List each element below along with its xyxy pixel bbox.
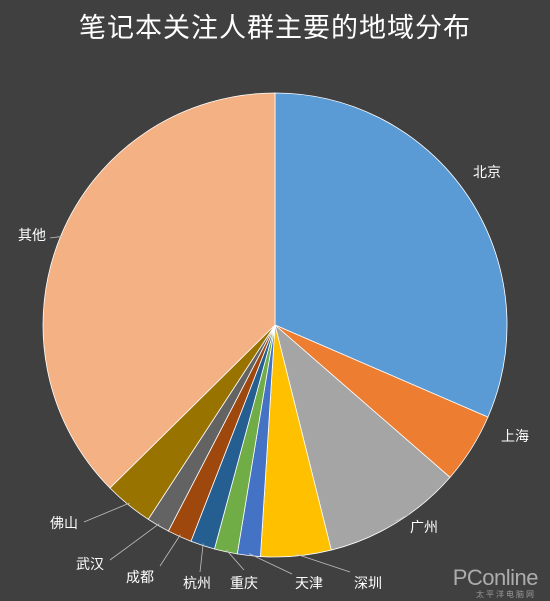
pie-label-4: 天津 [295, 576, 323, 592]
pie-label-5: 重庆 [230, 576, 258, 592]
pie-slice-0 [274, 92, 508, 418]
leader-line-6 [199, 543, 204, 573]
pie-label-3: 深圳 [354, 576, 382, 592]
leader-line-8 [109, 523, 160, 561]
pie-slice-10 [42, 92, 276, 489]
leader-line-2 [395, 513, 411, 522]
leader-line-10 [49, 235, 63, 239]
pie-label-2: 广州 [410, 520, 438, 536]
pie-label-8: 武汉 [76, 557, 104, 573]
pie-label-1: 上海 [501, 429, 529, 445]
pie-slices [42, 92, 508, 558]
leader-line-3 [295, 553, 351, 573]
leader-line-5 [225, 549, 245, 571]
leader-line-7 [159, 534, 181, 567]
watermark-logo: PConline [452, 565, 539, 590]
pie-label-9: 佛山 [50, 516, 78, 532]
pie-label-10: 其他 [18, 228, 46, 244]
leader-line-9 [83, 502, 130, 523]
watermark-tagline: 太平洋电脑网 [476, 590, 536, 599]
pie-label-7: 成都 [126, 570, 154, 586]
pie-label-6: 杭州 [183, 576, 211, 592]
label-leader-lines [49, 235, 411, 575]
pie-label-0: 北京 [473, 165, 501, 181]
leader-line-4 [248, 553, 293, 575]
chart-title: 笔记本关注人群主要的地域分布 [79, 13, 471, 44]
pie-slice-2 [274, 323, 451, 551]
